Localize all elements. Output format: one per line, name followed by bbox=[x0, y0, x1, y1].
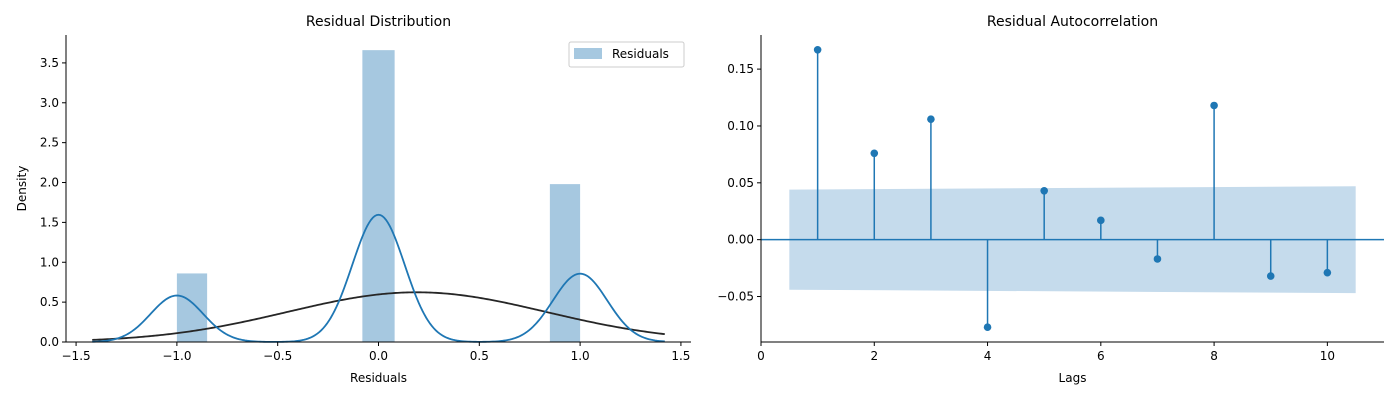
residual-distribution-panel: Residual Distribution −1.5 −1.0 −0.5 0.0 0.5… bbox=[15, 14, 691, 385]
histogram-bars bbox=[176, 50, 581, 343]
legend: Residuals bbox=[568, 41, 685, 68]
x-tick-label: 6 bbox=[1097, 349, 1105, 363]
acf-stems bbox=[761, 45, 1384, 332]
y-tick-label: 0.00 bbox=[727, 233, 754, 247]
legend-label: Residuals bbox=[612, 47, 669, 61]
y-axis-ticks: 0.0 0.5 1.0 1.5 2.0 2.5 3.0 3.5 bbox=[40, 56, 66, 349]
acf-marker bbox=[1210, 101, 1218, 110]
histogram-bar bbox=[362, 50, 395, 343]
chart-title: Residual Autocorrelation bbox=[987, 14, 1158, 30]
acf-marker bbox=[927, 115, 935, 123]
x-tick-label: 8 bbox=[1210, 349, 1218, 363]
x-tick-label: 1.0 bbox=[571, 349, 590, 363]
y-tick-label: 0.05 bbox=[727, 176, 754, 190]
x-tick-label: −1.0 bbox=[162, 349, 191, 363]
y-tick-label: 3.5 bbox=[40, 56, 59, 70]
x-tick-label: 2 bbox=[870, 349, 878, 363]
x-axis-ticks: 0 2 4 6 8 10 bbox=[757, 342, 1335, 363]
y-tick-label: 2.0 bbox=[40, 176, 59, 190]
acf-marker bbox=[1153, 255, 1162, 263]
x-tick-label: 0.0 bbox=[369, 349, 388, 363]
y-axis-title: Density bbox=[15, 166, 29, 212]
y-tick-label: 3.0 bbox=[40, 96, 59, 110]
acf-marker bbox=[1097, 216, 1105, 225]
acf-marker bbox=[1266, 272, 1275, 280]
x-tick-label: 1.5 bbox=[671, 349, 690, 363]
acf-marker bbox=[983, 323, 992, 332]
x-tick-label: 10 bbox=[1320, 349, 1335, 363]
x-tick-label: −1.5 bbox=[62, 349, 91, 363]
y-tick-label: 0.10 bbox=[727, 119, 754, 133]
x-tick-label: 0.5 bbox=[470, 349, 489, 363]
y-tick-label: 0.0 bbox=[40, 335, 59, 349]
density-curves bbox=[92, 213, 665, 343]
residual-autocorrelation-panel: Residual Autocorrelation 0 2 4 6 8 10 −0.05 0.… bbox=[717, 14, 1384, 385]
legend-swatch bbox=[574, 48, 602, 59]
y-tick-label: 1.0 bbox=[40, 255, 59, 269]
kde-curve bbox=[92, 213, 665, 343]
acf-marker bbox=[1040, 186, 1048, 195]
acf-marker bbox=[813, 45, 822, 54]
y-tick-label: 0.15 bbox=[727, 62, 754, 76]
x-tick-label: 4 bbox=[984, 349, 992, 363]
y-tick-label: 0.5 bbox=[40, 295, 59, 309]
y-tick-label: −0.05 bbox=[717, 290, 754, 304]
y-tick-label: 1.5 bbox=[40, 215, 59, 229]
x-tick-label: −0.5 bbox=[263, 349, 292, 363]
chart-title: Residual Distribution bbox=[306, 14, 451, 30]
x-axis-title: Lags bbox=[1059, 371, 1087, 385]
normal-fit-curve bbox=[92, 291, 665, 341]
x-tick-label: 0 bbox=[757, 349, 765, 363]
y-tick-label: 2.5 bbox=[40, 136, 59, 150]
acf-marker bbox=[870, 149, 879, 158]
x-axis-title: Residuals bbox=[350, 371, 407, 385]
acf-marker bbox=[1323, 268, 1332, 277]
y-axis-ticks: −0.05 0.00 0.05 0.10 0.15 bbox=[717, 62, 761, 304]
x-axis-ticks: −1.5 −1.0 −0.5 0.0 0.5 1.0 1.5 bbox=[62, 342, 690, 363]
